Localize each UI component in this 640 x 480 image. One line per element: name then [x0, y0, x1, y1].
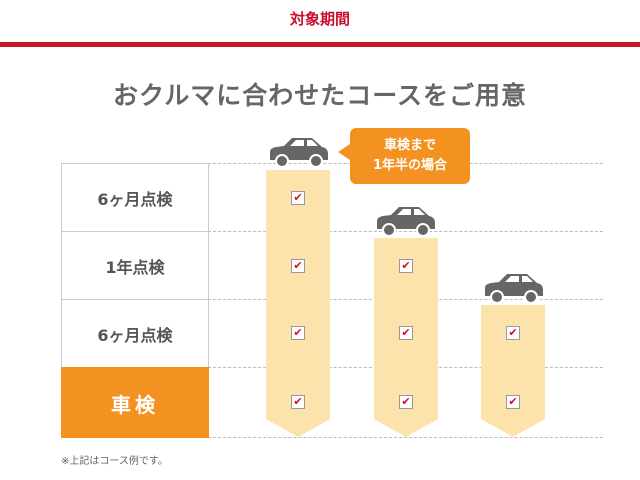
row-label-6month: 6ヶ月点検: [61, 163, 209, 231]
course-bar-3: [481, 305, 545, 437]
callout-line2: 1年半の場合: [372, 158, 448, 173]
checkbox-checked-icon: ✔: [291, 326, 305, 340]
checkbox-checked-icon: ✔: [506, 326, 520, 340]
checkbox-checked-icon: ✔: [291, 191, 305, 205]
row-label-shaken: 車検: [61, 367, 209, 438]
row-label-1year: 1年点検: [61, 231, 209, 299]
car-icon: [483, 270, 545, 308]
footnote: ※上記はコース例です。: [61, 456, 168, 467]
car-icon: [268, 134, 330, 172]
header-divider: [0, 42, 640, 47]
checkbox-checked-icon: ✔: [399, 395, 413, 409]
page-title: おクルマに合わせたコースをご用意: [112, 81, 527, 110]
grid-line: [208, 231, 603, 232]
callout-line1: 車検まで: [383, 138, 436, 153]
checkbox-checked-icon: ✔: [399, 259, 413, 273]
course-bar-1: [266, 170, 330, 437]
car-icon: [375, 203, 437, 241]
grid-line: [208, 437, 603, 438]
section-header: 対象期間: [289, 10, 350, 28]
callout-bubble: 車検まで 1年半の場合: [338, 128, 470, 184]
row-label-6month-2: 6ヶ月点検: [61, 299, 209, 368]
checkbox-checked-icon: ✔: [291, 259, 305, 273]
checkbox-checked-icon: ✔: [506, 395, 520, 409]
checkbox-checked-icon: ✔: [291, 395, 305, 409]
checkbox-checked-icon: ✔: [399, 326, 413, 340]
